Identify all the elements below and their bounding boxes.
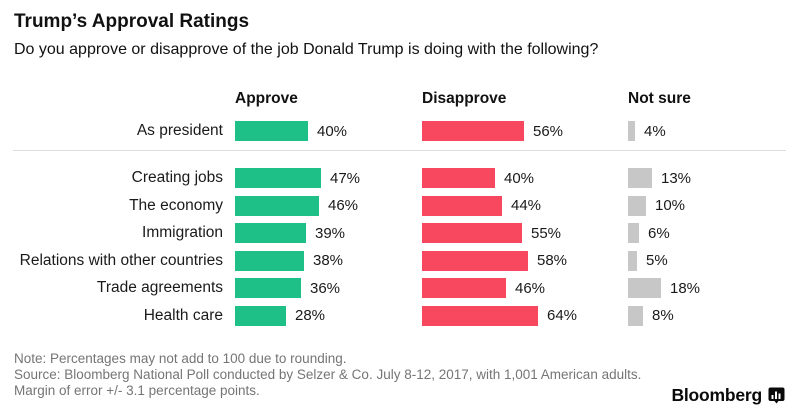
column-header-row: Approve Disapprove Not sure bbox=[14, 90, 786, 108]
not-sure-value: 6% bbox=[648, 224, 670, 242]
approve-bar bbox=[235, 168, 321, 188]
disapprove-bar bbox=[422, 168, 495, 188]
disapprove-value: 56% bbox=[533, 122, 564, 140]
chart-footer: Note: Percentages may not add to 100 due… bbox=[14, 351, 786, 399]
not-sure-bar bbox=[628, 121, 635, 141]
row-label: The economy bbox=[129, 196, 223, 214]
chart-row: Immigration 39% 55% 6% bbox=[14, 223, 786, 243]
approve-cell: 28% bbox=[223, 305, 410, 326]
disapprove-bar bbox=[422, 195, 502, 216]
bloomberg-wordmark: Bloomberg bbox=[671, 385, 762, 405]
approve-bar bbox=[235, 305, 286, 326]
section-divider bbox=[13, 150, 786, 151]
bloomberg-logo: Bloomberg bbox=[671, 385, 785, 406]
page-title: Trump’s Approval Ratings bbox=[14, 11, 250, 32]
bloomberg-chart-icon bbox=[768, 387, 785, 404]
chart-row: The economy 46% 44% 10% bbox=[14, 195, 786, 216]
disapprove-cell: 55% bbox=[410, 223, 616, 243]
disapprove-value: 55% bbox=[531, 224, 562, 242]
disapprove-value: 44% bbox=[511, 197, 542, 214]
not-sure-bar bbox=[628, 223, 639, 243]
chart-row: Relations with other countries 38% 58% 5… bbox=[14, 250, 786, 271]
disapprove-bar bbox=[422, 250, 528, 271]
disapprove-bar bbox=[422, 121, 524, 141]
overall-rating-row-group: As president 40% 56% 4% bbox=[14, 121, 786, 141]
not-sure-value: 5% bbox=[646, 252, 668, 269]
footnote: Note: Percentages may not add to 100 due… bbox=[14, 350, 347, 366]
disapprove-cell: 46% bbox=[410, 278, 616, 298]
not-sure-value: 18% bbox=[670, 279, 701, 297]
issue-rows-group: Creating jobs 47% 40% 13% The economy 46… bbox=[14, 168, 786, 326]
disapprove-value: 64% bbox=[547, 307, 578, 324]
row-label: As president bbox=[136, 122, 223, 139]
approve-value: 36% bbox=[310, 279, 341, 297]
column-header-disapprove: Disapprove bbox=[422, 90, 507, 107]
row-label: Trade agreements bbox=[96, 279, 223, 296]
not-sure-cell: 10% bbox=[616, 195, 786, 216]
not-sure-bar bbox=[628, 305, 643, 326]
chart-row: Creating jobs 47% 40% 13% bbox=[14, 168, 786, 188]
approve-bar bbox=[235, 278, 301, 298]
not-sure-bar bbox=[628, 168, 652, 188]
approve-bar bbox=[235, 223, 306, 243]
approve-cell: 40% bbox=[223, 121, 410, 141]
disapprove-bar bbox=[422, 223, 522, 243]
row-label: Immigration bbox=[142, 224, 223, 241]
disapprove-cell: 64% bbox=[410, 305, 616, 326]
approve-value: 28% bbox=[295, 307, 326, 324]
not-sure-cell: 4% bbox=[616, 121, 786, 141]
not-sure-value: 10% bbox=[655, 197, 686, 214]
chart-row: Health care 28% 64% 8% bbox=[14, 305, 786, 326]
approve-value: 40% bbox=[317, 122, 348, 140]
approve-value: 39% bbox=[315, 224, 346, 242]
row-label: Creating jobs bbox=[131, 169, 223, 186]
chart-row: As president 40% 56% 4% bbox=[14, 121, 786, 141]
row-label: Health care bbox=[143, 306, 223, 324]
approve-value: 38% bbox=[313, 252, 344, 269]
disapprove-value: 58% bbox=[537, 252, 568, 269]
disapprove-cell: 40% bbox=[410, 168, 616, 188]
disapprove-value: 46% bbox=[515, 279, 546, 297]
column-header-approve: Approve bbox=[235, 90, 298, 107]
chart-row: Trade agreements 36% 46% 18% bbox=[14, 278, 786, 298]
not-sure-value: 4% bbox=[644, 122, 666, 140]
row-label: Relations with other countries bbox=[19, 251, 223, 269]
not-sure-value: 8% bbox=[652, 307, 674, 324]
approve-cell: 36% bbox=[223, 278, 410, 298]
approve-bar bbox=[235, 121, 308, 141]
disapprove-cell: 58% bbox=[410, 250, 616, 271]
approve-cell: 38% bbox=[223, 250, 410, 271]
approve-bar bbox=[235, 195, 319, 216]
disapprove-bar bbox=[422, 305, 538, 326]
approve-value: 47% bbox=[330, 169, 361, 187]
disapprove-cell: 44% bbox=[410, 195, 616, 216]
approve-cell: 46% bbox=[223, 195, 410, 216]
not-sure-bar bbox=[628, 278, 661, 298]
approve-bar bbox=[235, 250, 304, 271]
not-sure-cell: 5% bbox=[616, 250, 786, 271]
not-sure-cell: 8% bbox=[616, 305, 786, 326]
disapprove-cell: 56% bbox=[410, 121, 616, 141]
approve-cell: 47% bbox=[223, 168, 410, 188]
not-sure-value: 13% bbox=[661, 169, 692, 187]
not-sure-bar bbox=[628, 250, 637, 271]
not-sure-cell: 6% bbox=[616, 223, 786, 243]
not-sure-bar bbox=[628, 195, 646, 216]
approve-cell: 39% bbox=[223, 223, 410, 243]
column-header-not-sure: Not sure bbox=[628, 90, 691, 107]
not-sure-cell: 13% bbox=[616, 168, 786, 188]
disapprove-bar bbox=[422, 278, 506, 298]
grouped-bar-chart: Approve Disapprove Not sure As president… bbox=[13, 90, 786, 326]
approve-value: 46% bbox=[328, 197, 359, 214]
disapprove-value: 40% bbox=[504, 169, 535, 187]
not-sure-cell: 18% bbox=[616, 278, 786, 298]
source-note: Source: Bloomberg National Poll conducte… bbox=[14, 366, 642, 398]
page-subtitle: Do you approve or disapprove of the job … bbox=[14, 41, 599, 58]
